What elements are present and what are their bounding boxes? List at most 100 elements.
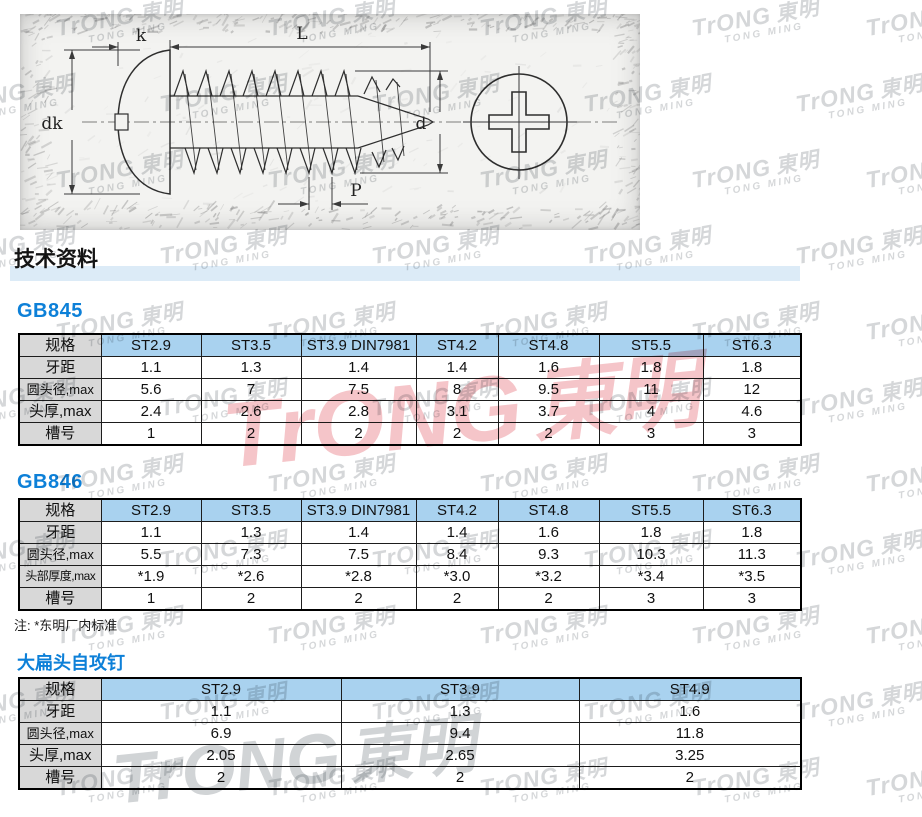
value-cell: 1.4 bbox=[415, 356, 499, 379]
footnote: 注: *东明厂内标准 bbox=[14, 618, 118, 633]
value-cell: 7.5 bbox=[300, 543, 417, 566]
column-header: ST6.3 bbox=[702, 333, 802, 357]
column-header: ST4.2 bbox=[415, 498, 499, 522]
screw-technical-drawing-panel: k L dk bbox=[20, 14, 640, 230]
value-cell: 1.8 bbox=[702, 521, 802, 544]
value-cell: 1.8 bbox=[598, 356, 704, 379]
value-cell: 2 bbox=[300, 422, 417, 446]
column-header: ST2.9 bbox=[100, 498, 202, 522]
value-cell: 1.8 bbox=[598, 521, 704, 544]
table-row: 头厚,max 2.4 2.6 2.8 3.1 3.7 4 4.6 bbox=[18, 400, 802, 423]
value-cell: 2.6 bbox=[200, 400, 302, 423]
table-row: 牙距 1.1 1.3 1.4 1.4 1.6 1.8 1.8 bbox=[18, 356, 802, 379]
value-cell: 2 bbox=[415, 422, 499, 446]
value-cell: 9.3 bbox=[497, 543, 600, 566]
table-row: 圆头径,max 6.9 9.4 11.8 bbox=[18, 722, 802, 745]
value-cell: 4 bbox=[598, 400, 704, 423]
dimension-P: P bbox=[278, 177, 368, 210]
column-header: ST3.9 DIN7981 bbox=[300, 333, 417, 357]
value-cell: 3 bbox=[702, 422, 802, 446]
value-cell: 8.4 bbox=[415, 543, 499, 566]
value-cell: 5.5 bbox=[100, 543, 202, 566]
table-row: 槽号 1 2 2 2 2 3 3 bbox=[18, 422, 802, 446]
value-cell: 1.8 bbox=[702, 356, 802, 379]
value-cell: 2 bbox=[200, 587, 302, 611]
table-row: 牙距 1.1 1.3 1.6 bbox=[18, 700, 802, 723]
value-cell: 1.4 bbox=[300, 521, 417, 544]
row-label: 槽号 bbox=[18, 766, 102, 790]
table-row: 圆头径,max 5.5 7.3 7.5 8.4 9.3 10.3 11.3 bbox=[18, 543, 802, 566]
paper-texture bbox=[20, 14, 640, 230]
value-cell: 1.6 bbox=[497, 356, 600, 379]
value-cell: 2 bbox=[415, 587, 499, 611]
row-label: 槽号 bbox=[18, 587, 102, 611]
column-header: ST4.2 bbox=[415, 333, 499, 357]
row-label: 牙距 bbox=[18, 521, 102, 544]
section-heading-gb846: GB846 bbox=[17, 471, 83, 493]
value-cell: 2 bbox=[340, 766, 580, 790]
table-row: 头部厚度,max *1.9 *2.6 *2.8 *3.0 *3.2 *3.4 *3.5 bbox=[18, 565, 802, 588]
value-cell: 1.6 bbox=[578, 700, 802, 723]
spec-corner-header: 规格 bbox=[18, 498, 102, 522]
flat-head-spec-table: 规格 ST2.9 ST3.9 ST4.9 牙距 1.1 1.3 1.6 圆头径,max 6.9 9.… bbox=[18, 677, 802, 790]
value-cell: 1.4 bbox=[300, 356, 417, 379]
section-heading-flat-head: 大扁头自攻钉 bbox=[17, 653, 125, 673]
value-cell: 2.05 bbox=[100, 744, 342, 767]
table-row: 头厚,max 2.05 2.65 3.25 bbox=[18, 744, 802, 767]
value-cell: *3.5 bbox=[702, 565, 802, 588]
value-cell: 1.3 bbox=[200, 356, 302, 379]
dim-label-P: P bbox=[350, 181, 361, 201]
column-header: ST3.9 DIN7981 bbox=[300, 498, 417, 522]
value-cell: 1.3 bbox=[340, 700, 580, 723]
table-row: 槽号 2 2 2 bbox=[18, 766, 802, 790]
dimension-L: L bbox=[170, 24, 431, 112]
value-cell: 2 bbox=[100, 766, 342, 790]
gb846-spec-table: 规格 ST2.9 ST3.5 ST3.9 DIN7981 ST4.2 ST4.8 ST5.5… bbox=[18, 498, 802, 611]
dimension-d: d bbox=[355, 70, 448, 174]
dim-label-d: d bbox=[416, 114, 427, 134]
screw-head-side-view bbox=[114, 49, 171, 195]
value-cell: 12 bbox=[702, 378, 802, 401]
value-cell: 2.4 bbox=[100, 400, 202, 423]
value-cell: 9.5 bbox=[497, 378, 600, 401]
value-cell: *3.0 bbox=[415, 565, 499, 588]
value-cell: 1.3 bbox=[200, 521, 302, 544]
value-cell: 5.6 bbox=[100, 378, 202, 401]
column-header: ST4.9 bbox=[578, 677, 802, 701]
value-cell: 3.1 bbox=[415, 400, 499, 423]
value-cell: 2.8 bbox=[300, 400, 417, 423]
gb845-spec-table: 规格 ST2.9 ST3.5 ST3.9 DIN7981 ST4.2 ST4.8 ST5.5… bbox=[18, 333, 802, 446]
value-cell: 4.6 bbox=[702, 400, 802, 423]
dimension-dk: dk bbox=[41, 49, 140, 195]
row-label: 圆头径,max bbox=[18, 543, 102, 566]
value-cell: 10.3 bbox=[598, 543, 704, 566]
section-heading-gb845: GB845 bbox=[17, 300, 83, 322]
phillips-cross-recess bbox=[488, 91, 550, 153]
column-header: ST3.9 bbox=[340, 677, 580, 701]
header-row: 规格 ST2.9 ST3.9 ST4.9 bbox=[18, 677, 802, 701]
row-label: 牙距 bbox=[18, 356, 102, 379]
table-row: 牙距 1.1 1.3 1.4 1.4 1.6 1.8 1.8 bbox=[18, 521, 802, 544]
column-header: ST6.3 bbox=[702, 498, 802, 522]
column-header: ST4.8 bbox=[497, 498, 600, 522]
row-label: 头厚,max bbox=[18, 744, 102, 767]
row-label: 圆头径,max bbox=[18, 378, 102, 401]
value-cell: 1.4 bbox=[415, 521, 499, 544]
title-highlight-band bbox=[10, 266, 800, 281]
row-label: 槽号 bbox=[18, 422, 102, 446]
value-cell: 1.6 bbox=[497, 521, 600, 544]
value-cell: 6.9 bbox=[100, 722, 342, 745]
value-cell: *1.9 bbox=[100, 565, 202, 588]
